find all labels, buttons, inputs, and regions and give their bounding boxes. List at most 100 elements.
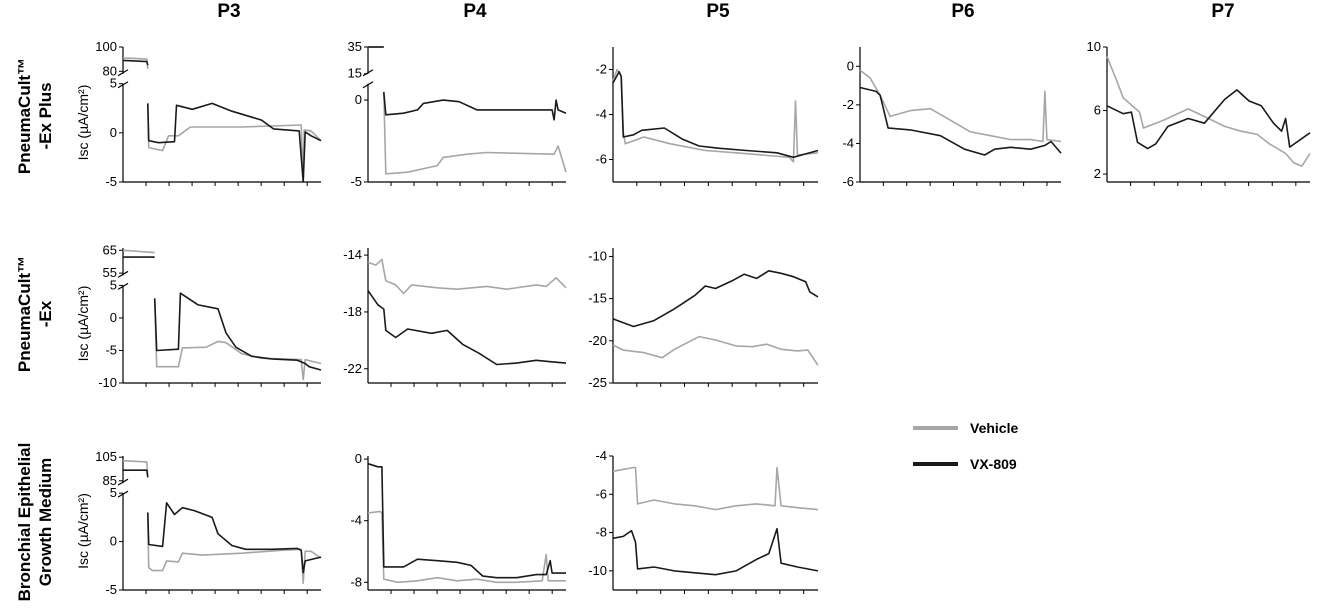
series-vx-809-upper	[122, 59, 149, 66]
y-tick-label: 0	[110, 534, 117, 549]
y-tick-label: 65	[103, 242, 117, 257]
chart-1-2: -10 -15 -20 -25	[588, 248, 819, 390]
y-tick-label: 0	[110, 125, 117, 140]
series-vx-809-upper	[123, 469, 149, 478]
y-tick-label: 0	[355, 92, 362, 107]
series-vx-809-line	[612, 70, 819, 159]
chart-0-0: Isc (µA/cm²) 100 805 0 -5	[75, 39, 322, 189]
series-vehicle-line	[383, 91, 567, 175]
y-tick-label: -5	[105, 582, 117, 597]
series-vehicle-line	[367, 258, 567, 295]
series-vx-809-line	[383, 91, 567, 121]
series-vehicle-line	[1106, 56, 1311, 167]
row-title-line-2: -Ex Plus	[36, 82, 55, 149]
y-tick-label: -8	[350, 574, 362, 589]
y-tick-label: -20	[588, 333, 607, 348]
y-axis-label: Isc (µA/cm²)	[75, 286, 91, 362]
y-tick-label: 2	[1094, 166, 1101, 181]
axis-break-mark	[117, 270, 129, 278]
y-tick-label: -4	[842, 135, 854, 150]
row-title-line-1: PneumaCult™	[15, 256, 34, 372]
chart-0-4: 10 6 2	[1087, 39, 1311, 186]
y-tick-label: -6	[595, 152, 607, 167]
y-tick-label: 105	[95, 449, 117, 464]
y-tick-label: 0	[110, 310, 117, 325]
y-tick-label: 55	[103, 265, 117, 280]
series-vx-809-line	[367, 290, 567, 366]
series-vx-809-line	[1106, 89, 1311, 150]
series-vx-809-line	[147, 102, 322, 183]
row-title-1: PneumaCult™ -Ex Plus	[15, 58, 55, 174]
y-tick-label: -25	[588, 375, 607, 390]
series-vx-809-line	[612, 527, 819, 576]
chart-2-2: -4 -6 -8 -10	[588, 448, 819, 594]
y-tick-label: -5	[105, 174, 117, 189]
series-vehicle-line	[612, 466, 819, 511]
row-title-3: Bronchial Epithelial Growth Medium	[15, 443, 55, 602]
chart-2-1: 0 -4 -8	[350, 451, 566, 594]
axis-break-mark	[117, 282, 129, 290]
series-vx-809-line	[153, 292, 322, 371]
legend: Vehicle VX-809	[913, 420, 1018, 472]
y-tick-label: -10	[588, 563, 607, 578]
y-tick-label: -5	[350, 174, 362, 189]
y-axis-label: Isc (µA/cm²)	[75, 493, 91, 569]
y-tick-label: 5	[110, 76, 117, 91]
column-title-p5: P5	[706, 1, 730, 22]
axis-break-mark	[362, 69, 374, 77]
y-tick-label: 15	[348, 66, 362, 81]
y-tick-label: -8	[595, 525, 607, 540]
row-title-2: PneumaCult™ -Ex	[15, 256, 55, 372]
chart-1-1: -14 -18 -22	[343, 247, 567, 387]
axis-break-mark	[362, 81, 374, 89]
row-title-line-2: -Ex	[36, 300, 55, 327]
series-vx-809-line	[367, 462, 566, 579]
row-title-line-1: Bronchial Epithelial	[15, 443, 34, 602]
y-tick-label: -4	[350, 513, 362, 528]
y-tick-label: 10	[1087, 39, 1101, 54]
chart-2-0: Isc (µA/cm²) 105 855 0 -5	[75, 449, 322, 597]
y-tick-label: -4	[595, 448, 607, 463]
y-tick-label: 0	[355, 451, 362, 466]
column-title-p7: P7	[1211, 1, 1234, 22]
y-tick-label: 5	[110, 277, 117, 292]
y-tick-label: 5	[110, 485, 117, 500]
y-tick-label: -10	[98, 375, 117, 390]
series-vehicle-line	[147, 103, 322, 181]
chart-1-0: Isc (µA/cm²) 65 555 0 -5 -10	[75, 242, 322, 390]
y-tick-label: 6	[1094, 103, 1101, 118]
y-tick-label: -15	[588, 291, 607, 306]
y-tick-label: -14	[343, 247, 362, 262]
series-vehicle-upper	[122, 249, 155, 254]
y-tick-label: -5	[105, 342, 117, 357]
legend-label: VX-809	[970, 456, 1017, 472]
axis-break-mark	[117, 69, 129, 77]
column-title-p6: P6	[951, 1, 974, 22]
row-title-line-2: Growth Medium	[36, 458, 55, 586]
y-tick-label: 80	[103, 63, 117, 78]
y-tick-label: -2	[595, 62, 607, 77]
series-vx-809-line	[859, 86, 1062, 156]
y-axis-label: Isc (µA/cm²)	[75, 85, 91, 161]
y-tick-label: -4	[595, 107, 607, 122]
column-title-p3: P3	[217, 1, 240, 22]
series-vehicle-line	[367, 510, 566, 584]
series-vx-809-line	[612, 270, 819, 328]
y-tick-label: -2	[842, 97, 854, 112]
row-title-line-1: PneumaCult™	[15, 58, 34, 174]
y-tick-label: -6	[595, 486, 607, 501]
series-vehicle-upper	[122, 459, 149, 478]
series-vehicle-line	[859, 69, 1062, 143]
axis-break-mark	[117, 81, 129, 89]
chart-0-1: 35 15 0 -5	[348, 39, 567, 189]
y-tick-label: -10	[588, 248, 607, 263]
y-tick-label: 85	[103, 473, 117, 488]
y-tick-label: 35	[348, 39, 362, 54]
chart-0-3: 0 -2 -4 -6	[842, 47, 1062, 189]
y-tick-label: -22	[343, 361, 362, 376]
series-vehicle-upper	[122, 57, 149, 69]
column-title-p4: P4	[463, 1, 487, 22]
series-vehicle-line	[612, 335, 819, 366]
series-vx-809-line	[147, 502, 322, 574]
